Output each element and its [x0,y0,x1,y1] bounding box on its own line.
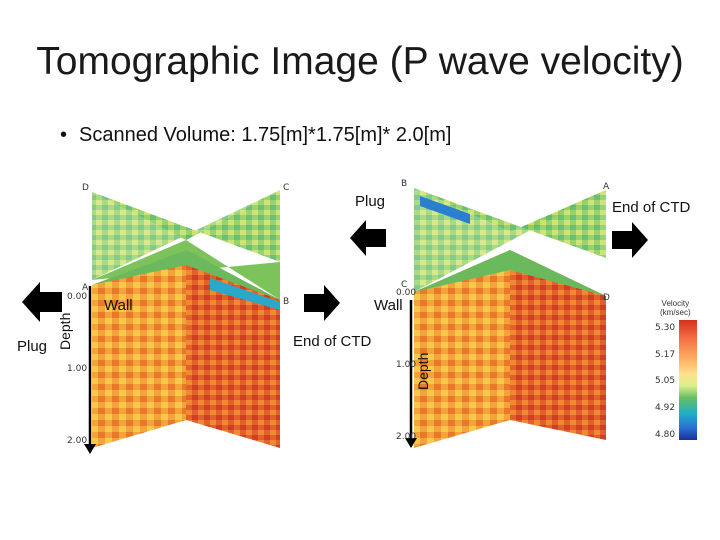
corner-left-d: D [82,183,89,193]
corner-left-c: C [283,183,290,193]
right-tick-0: 0.00 [396,288,417,298]
corner-left-a: A [82,283,89,293]
left-top-strip [92,250,280,300]
right-tick-1: 1.00 [396,360,417,370]
label-depth-left: Depth [57,312,73,350]
right-depth-arrowhead [405,438,417,448]
corner-left-b: B [283,297,290,307]
label-plug-left: Plug [17,338,48,355]
right-side-panel [510,250,606,440]
velocity-colorbar [679,320,697,440]
scanned-volume-text: Scanned Volume: 1.75[m]*1.75[m]* 2.0[m] [79,124,452,146]
label-plug-right: Plug [355,193,386,210]
right-top-strip [414,250,606,296]
right-blue-band [420,196,470,224]
arrow-left-plug [22,282,62,322]
label-wall-right: Wall [374,297,403,314]
arrow-right-end-ctd [612,222,648,258]
label-end-ctd-right: End of CTD [612,199,691,216]
right-front-panel [414,250,510,448]
corner-right-b: B [401,179,408,189]
left-tick-0: 0.00 [67,292,88,302]
left-depth-arrowhead [84,444,96,454]
left-blue-band [210,278,280,310]
legend-title-line2: (km/sec) [660,308,691,317]
right-tick-2: 2.00 [396,432,417,442]
legend-tick-2: 5.05 [655,376,676,386]
legend-tick-3: 4.92 [655,403,676,413]
corner-right-c: C [401,280,408,290]
left-tick-2: 2.00 [67,436,88,446]
left-upper-panel-1 [92,190,280,262]
legend-title-line1: Velocity [661,299,690,308]
bullet-dot: • [60,124,68,146]
corner-right-a: A [603,182,610,192]
left-front-panel [92,250,186,448]
legend-tick-4: 4.80 [655,430,676,440]
right-upper-panel-1 [414,188,606,258]
arrow-right-mid-ctd [304,285,340,321]
left-tick-1: 1.00 [67,364,88,374]
label-depth-right: Depth [415,352,431,390]
legend-tick-0: 5.30 [655,323,676,333]
left-upper-panel-2 [92,190,280,280]
legend-tick-1: 5.17 [655,350,676,360]
legend-title: Velocity (km/sec) [660,299,691,317]
scanned-volume-bullet: • Scanned Volume: 1.75[m]*1.75[m]* 2.0[m] [60,124,451,147]
label-end-ctd-mid: End of CTD [293,333,372,350]
arrow-left-upper-plug [350,220,386,256]
corner-right-d: D [603,293,610,303]
slide-title: Tomographic Image (P wave velocity) [36,40,684,83]
label-wall-left: Wall [104,297,133,314]
